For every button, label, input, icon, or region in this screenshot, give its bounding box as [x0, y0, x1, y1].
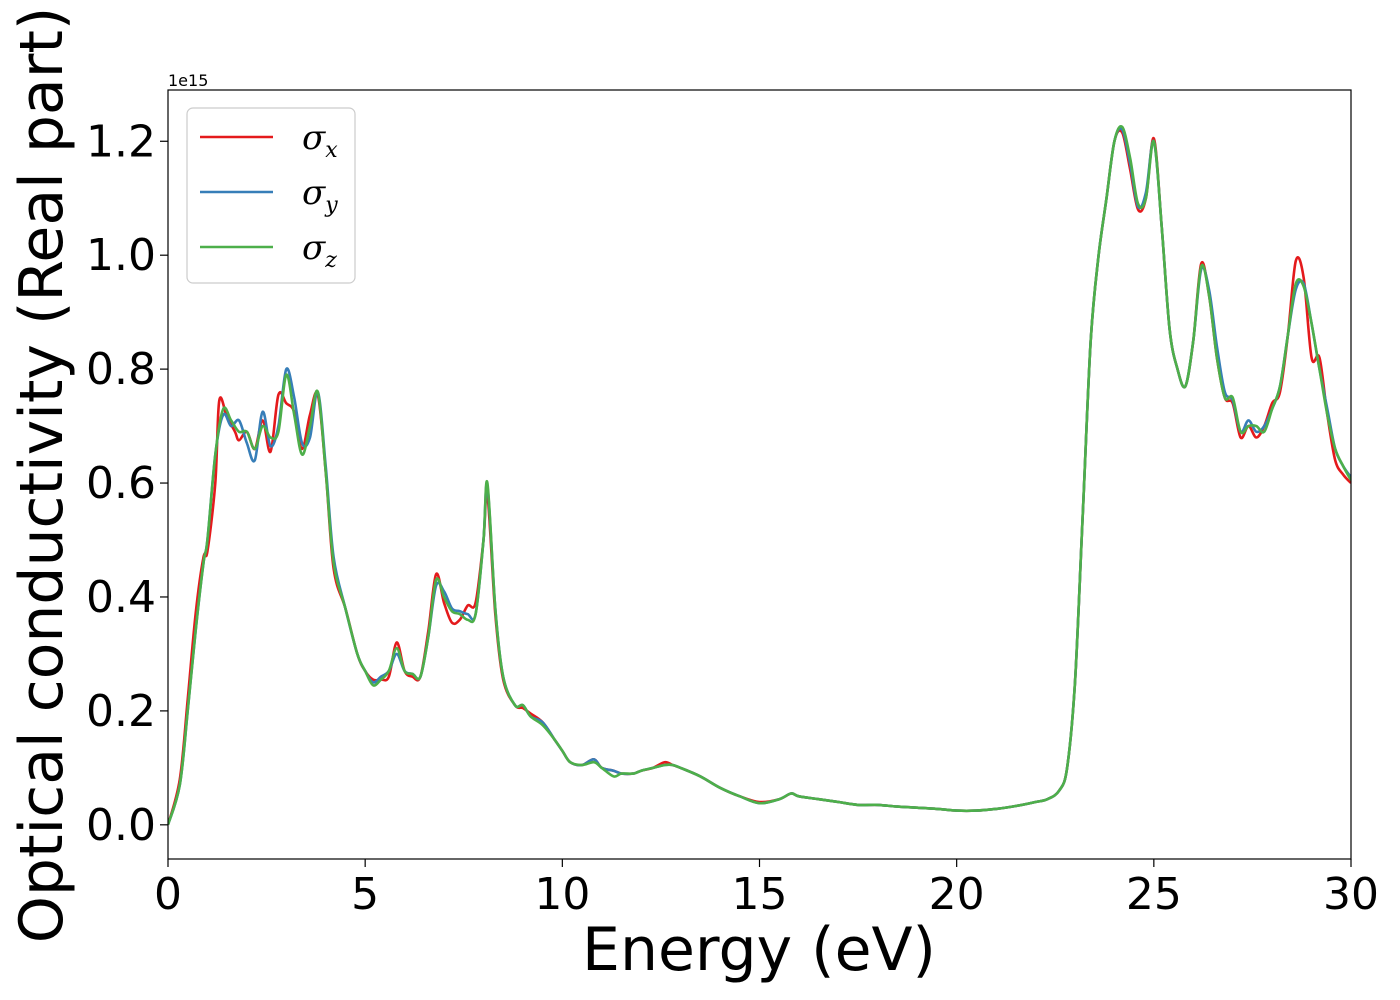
x-tick-label: 25: [1126, 869, 1182, 920]
legend-label-y: σy: [302, 173, 338, 218]
x-axis: 0 5 10 15 20 25 30: [154, 859, 1379, 920]
y-tick-label: 1.0: [86, 230, 156, 281]
plot-area: [168, 90, 1351, 859]
y-tick-label: 0.4: [86, 572, 156, 623]
legend-label-subscript: x: [325, 138, 338, 163]
series-line-z: [168, 125, 1351, 826]
legend-label-symbol: σ: [302, 173, 326, 213]
y-axis: 0.0 0.2 0.4 0.6 0.8 1.0 1.2: [86, 116, 168, 851]
series-layer: [168, 125, 1351, 826]
legend-label-subscript: y: [324, 193, 338, 218]
x-axis-label: Energy (eV): [582, 915, 936, 985]
x-tick-label: 10: [534, 869, 590, 920]
y-tick-label: 0.2: [86, 686, 156, 737]
y-tick-label: 0.0: [86, 800, 156, 851]
x-tick-label: 30: [1323, 869, 1379, 920]
x-tick-label: 20: [929, 869, 985, 920]
legend-box: [186, 107, 356, 284]
y-tick-label: 0.8: [86, 344, 156, 395]
x-tick-label: 0: [154, 869, 182, 920]
legend-label-symbol: σ: [302, 118, 326, 158]
x-tick-label: 5: [351, 869, 379, 920]
legend-label-x: σx: [302, 118, 338, 163]
legend-label-subscript: z: [324, 248, 337, 273]
legend-label-z: σz: [302, 228, 337, 273]
y-tick-label: 0.6: [86, 458, 156, 509]
x-tick-label: 15: [732, 869, 788, 920]
y-tick-label: 1.2: [86, 116, 156, 167]
legend-label-symbol: σ: [302, 228, 326, 268]
y-axis-label: Optical conductivity (Real part): [7, 7, 77, 944]
y-offset-text: 1e15: [168, 71, 208, 90]
